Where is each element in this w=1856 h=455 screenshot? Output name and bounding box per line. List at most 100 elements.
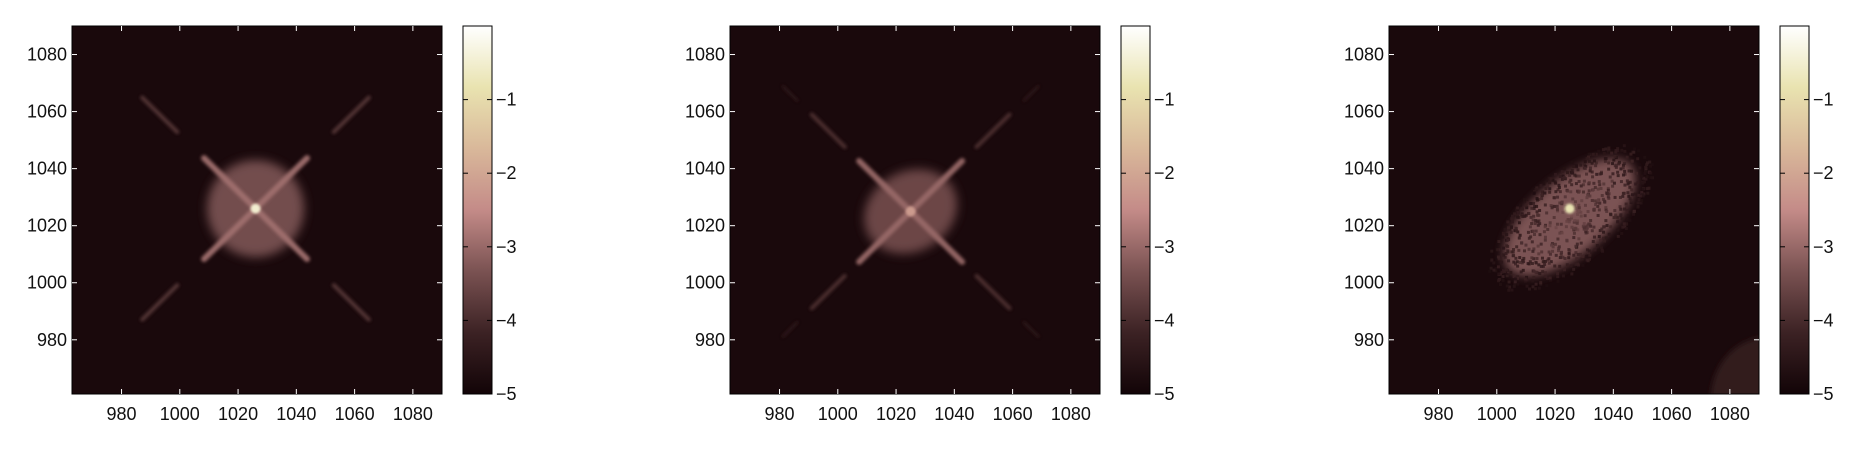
- colorbar-tick-label: −5: [1813, 384, 1834, 404]
- inner-arm: [201, 155, 259, 212]
- halo-speckle: [1535, 204, 1539, 208]
- halo-speckle: [1518, 260, 1522, 264]
- axes-frame: [729, 25, 1101, 395]
- halo-speckle: [1576, 210, 1580, 214]
- inner-arm: [907, 157, 966, 215]
- halo-speckle: [1640, 193, 1644, 197]
- axes-frame: [1388, 25, 1760, 395]
- halo-speckle: [1651, 176, 1655, 180]
- y-tick-label: 1060: [1344, 102, 1384, 122]
- halo-speckle: [1559, 222, 1563, 226]
- halo-speckle: [1640, 191, 1644, 195]
- halo-speckle: [1585, 156, 1589, 160]
- halo-speckle: [1647, 186, 1651, 190]
- halo-speckle: [1591, 152, 1595, 156]
- halo-speckle: [1534, 270, 1538, 274]
- halo-speckle: [1510, 288, 1514, 292]
- halo-speckle: [1507, 280, 1511, 284]
- halo-speckle: [1607, 232, 1611, 236]
- halo-speckle: [1587, 189, 1591, 193]
- halo-speckle: [1506, 250, 1510, 254]
- halo-speckle: [1583, 160, 1587, 164]
- halo-speckle: [1540, 250, 1544, 254]
- halo-speckle: [1585, 248, 1589, 252]
- x-tick-label: 1080: [1051, 404, 1091, 424]
- halo-speckle: [1575, 221, 1579, 225]
- halo-speckle: [1560, 170, 1564, 174]
- halo-speckle: [1500, 254, 1504, 258]
- halo-speckle: [1592, 181, 1596, 185]
- halo-speckle: [1595, 172, 1599, 176]
- halo-speckle: [1602, 182, 1606, 186]
- halo-speckle: [1496, 265, 1500, 269]
- halo-speckle: [1613, 215, 1617, 219]
- y-tick-label: 980: [695, 330, 725, 350]
- halo-speckle: [1537, 263, 1541, 267]
- halo-speckle: [1607, 167, 1611, 171]
- halo-speckle: [1556, 275, 1560, 279]
- halo-speckle: [1530, 256, 1534, 260]
- halo-speckle: [1611, 162, 1615, 166]
- x-tick-label: 1000: [1477, 404, 1517, 424]
- x-tick-label: 1040: [276, 404, 316, 424]
- halo-speckle: [1620, 231, 1624, 235]
- halo-speckle: [1550, 206, 1554, 210]
- halo-speckle: [1540, 190, 1544, 194]
- halo-speckle: [1522, 260, 1526, 264]
- halo-speckle: [1576, 262, 1580, 266]
- halo-speckle: [1586, 259, 1590, 263]
- halo-speckle: [1611, 172, 1615, 176]
- halo-speckle: [1555, 207, 1559, 211]
- x-tick-label: 980: [107, 404, 137, 424]
- halo-speckle: [1548, 190, 1552, 194]
- halo-speckle: [1494, 269, 1498, 273]
- halo-speckle: [1570, 272, 1574, 276]
- halo-speckle: [1577, 189, 1581, 193]
- halo-speckle: [1613, 195, 1617, 199]
- halo-speckle: [1531, 201, 1535, 205]
- halo-speckle: [1571, 197, 1575, 201]
- halo-speckle: [1529, 215, 1533, 219]
- halo-speckle: [1623, 225, 1627, 229]
- halo-speckle: [1574, 244, 1578, 248]
- colorbar: [462, 25, 493, 395]
- halo-speckle: [1641, 181, 1645, 185]
- halo-speckle: [1539, 281, 1543, 285]
- halo-speckle: [1514, 229, 1518, 233]
- halo-speckle: [1538, 233, 1542, 237]
- halo-speckle: [1554, 190, 1558, 194]
- halo-speckle: [1637, 149, 1641, 153]
- halo-speckle: [1501, 275, 1505, 279]
- halo-speckle: [1650, 163, 1654, 167]
- x-tick-label: 980: [765, 404, 795, 424]
- halo-speckle: [1595, 200, 1599, 204]
- outer-arm: [809, 273, 847, 311]
- halo-speckle: [1600, 227, 1604, 231]
- halo-speckle: [1505, 271, 1509, 275]
- halo-speckle: [1625, 207, 1629, 211]
- halo-speckle: [1606, 195, 1610, 199]
- halo-speckle: [1513, 282, 1517, 286]
- halo-speckle: [1503, 228, 1507, 232]
- halo-speckle: [1512, 275, 1516, 279]
- heatmap-image: [140, 95, 371, 322]
- halo-speckle: [1581, 254, 1585, 258]
- halo-speckle: [1527, 211, 1531, 215]
- halo-speckle: [1570, 168, 1574, 172]
- y-tick-label: 1000: [27, 273, 67, 293]
- halo-speckle: [1535, 256, 1539, 260]
- halo-speckle: [1608, 150, 1612, 154]
- colorbar: [1120, 25, 1151, 395]
- halo-speckle: [1602, 230, 1606, 234]
- colorbar-tick-label: −3: [496, 237, 517, 257]
- halo-speckle: [1573, 173, 1577, 177]
- halo-speckle: [1609, 225, 1613, 229]
- halo-speckle: [1500, 270, 1504, 274]
- halo-speckle: [1556, 237, 1560, 241]
- halo-speckle: [1516, 275, 1520, 279]
- halo-speckle: [1505, 233, 1509, 237]
- halo-speckle: [1573, 206, 1577, 210]
- halo-speckle: [1583, 166, 1587, 170]
- halo-speckle: [1628, 185, 1632, 189]
- halo-speckle: [1507, 226, 1511, 230]
